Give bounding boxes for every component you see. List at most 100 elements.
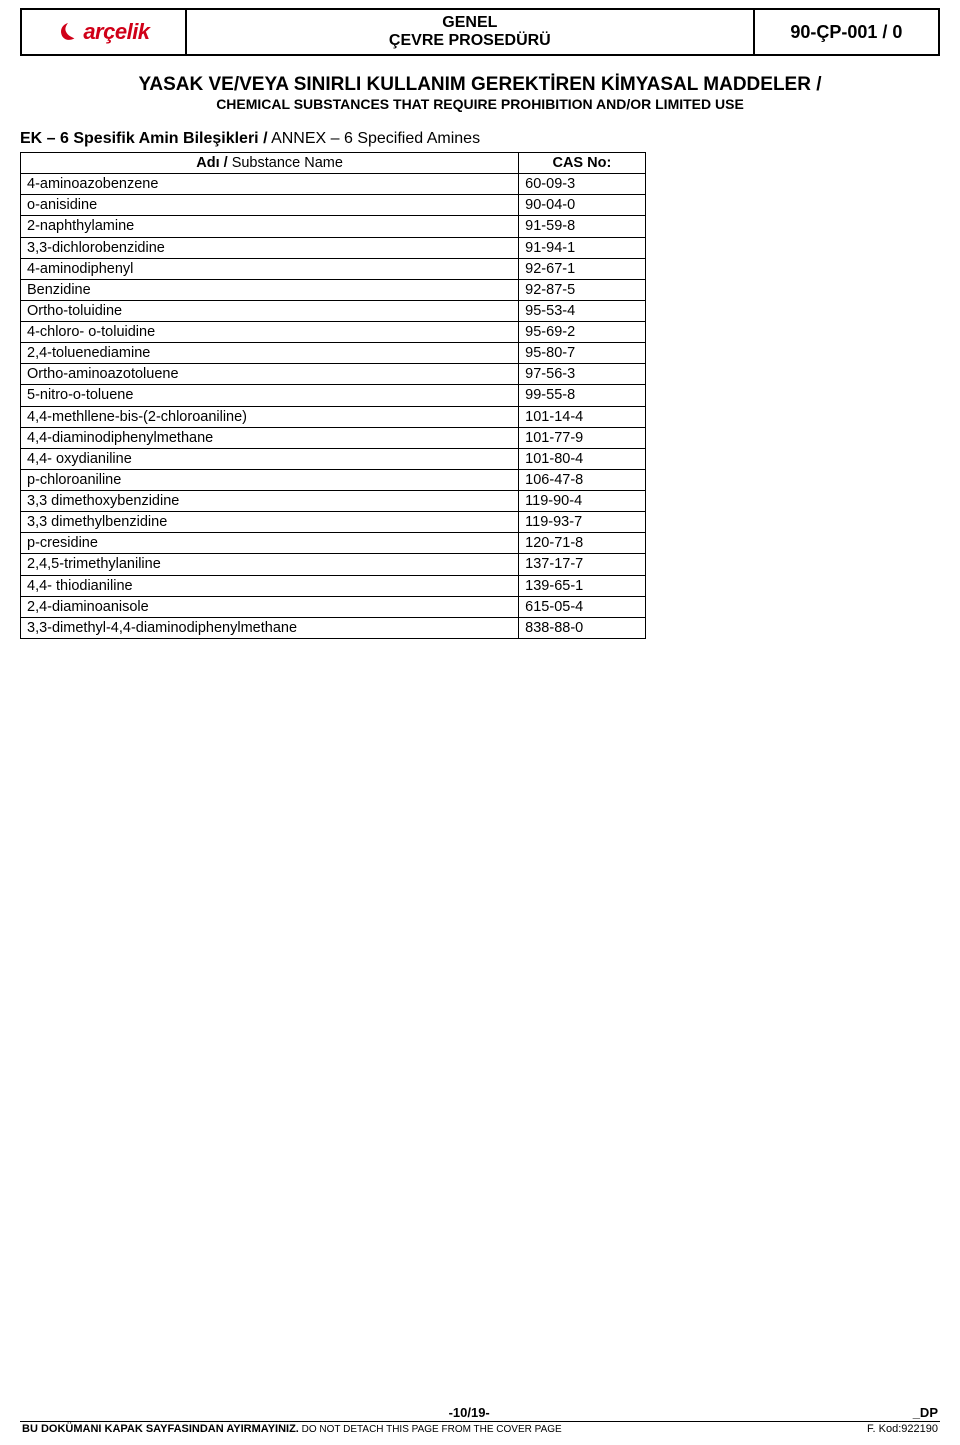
cell-substance-name: 2,4,5-trimethylaniline bbox=[21, 554, 519, 575]
cell-cas-no: 119-90-4 bbox=[519, 491, 645, 512]
cell-substance-name: 5-nitro-o-toluene bbox=[21, 385, 519, 406]
table-body: 4-aminoazobenzene60-09-3o-anisidine90-04… bbox=[21, 174, 646, 639]
table-row: p-cresidine120-71-8 bbox=[21, 533, 646, 554]
table-row: Benzidine92-87-5 bbox=[21, 279, 646, 300]
cell-cas-no: 120-71-8 bbox=[519, 533, 645, 554]
doc-number: 90-ÇP-001 / 0 bbox=[790, 22, 902, 43]
footer-warn-bold: BU DOKÜMANI KAPAK SAYFASINDAN AYIRMAYINI… bbox=[22, 1423, 299, 1435]
table-row: 5-nitro-o-toluene99-55-8 bbox=[21, 385, 646, 406]
cell-substance-name: 4-chloro- o-toluidine bbox=[21, 322, 519, 343]
table-row: 3,3-dichlorobenzidine91-94-1 bbox=[21, 237, 646, 258]
table-row: Ortho-toluidine95-53-4 bbox=[21, 300, 646, 321]
cell-substance-name: 2-naphthylamine bbox=[21, 216, 519, 237]
main-title: YASAK VE/VEYA SINIRLI KULLANIM GEREKTİRE… bbox=[20, 74, 940, 114]
table-row: 3,3-dimethyl-4,4-diaminodiphenylmethane8… bbox=[21, 617, 646, 638]
table-row: o-anisidine90-04-0 bbox=[21, 195, 646, 216]
cell-substance-name: 3,3-dichlorobenzidine bbox=[21, 237, 519, 258]
cell-substance-name: 4,4- oxydianiline bbox=[21, 448, 519, 469]
table-row: 2,4,5-trimethylaniline137-17-7 bbox=[21, 554, 646, 575]
cell-substance-name: Ortho-aminoazotoluene bbox=[21, 364, 519, 385]
table-row: 3,3 dimethoxybenzidine119-90-4 bbox=[21, 491, 646, 512]
cell-cas-no: 97-56-3 bbox=[519, 364, 645, 385]
cell-substance-name: 4-aminodiphenyl bbox=[21, 258, 519, 279]
cell-cas-no: 106-47-8 bbox=[519, 469, 645, 490]
cell-substance-name: 2,4-diaminoanisole bbox=[21, 596, 519, 617]
cell-cas-no: 137-17-7 bbox=[519, 554, 645, 575]
table-row: 4-aminodiphenyl92-67-1 bbox=[21, 258, 646, 279]
brand-logo: arçelik bbox=[57, 19, 149, 45]
title-tr: YASAK VE/VEYA SINIRLI KULLANIM GEREKTİRE… bbox=[138, 74, 810, 95]
table-row: 3,3 dimethylbenzidine119-93-7 bbox=[21, 512, 646, 533]
header-logo-cell: arçelik bbox=[22, 10, 187, 54]
header-docno-cell: 90-ÇP-001 / 0 bbox=[755, 10, 938, 54]
cell-cas-no: 838-88-0 bbox=[519, 617, 645, 638]
table-row: Ortho-aminoazotoluene97-56-3 bbox=[21, 364, 646, 385]
cell-substance-name: 2,4-toluenediamine bbox=[21, 343, 519, 364]
footer-dp: _DP bbox=[913, 1405, 938, 1420]
col-cas-header: CAS No: bbox=[519, 153, 645, 174]
footer-warn-light: DO NOT DETACH THIS PAGE FROM THE COVER P… bbox=[299, 1424, 562, 1435]
footer-warning: BU DOKÜMANI KAPAK SAYFASINDAN AYIRMAYINI… bbox=[22, 1423, 562, 1435]
cell-cas-no: 99-55-8 bbox=[519, 385, 645, 406]
table-row: 4,4- oxydianiline101-80-4 bbox=[21, 448, 646, 469]
cell-substance-name: 3,3 dimethylbenzidine bbox=[21, 512, 519, 533]
cell-cas-no: 95-69-2 bbox=[519, 322, 645, 343]
cell-substance-name: p-chloroaniline bbox=[21, 469, 519, 490]
cell-cas-no: 101-77-9 bbox=[519, 427, 645, 448]
cell-substance-name: p-cresidine bbox=[21, 533, 519, 554]
annex-suffix: ANNEX – 6 Specified Amines bbox=[268, 130, 481, 147]
cell-substance-name: Benzidine bbox=[21, 279, 519, 300]
cell-cas-no: 92-67-1 bbox=[519, 258, 645, 279]
cell-cas-no: 91-94-1 bbox=[519, 237, 645, 258]
footer-top-row: -10/19- _DP bbox=[20, 1405, 940, 1422]
cell-cas-no: 615-05-4 bbox=[519, 596, 645, 617]
annex-heading: EK – 6 Spesifik Amin Bileşikleri / ANNEX… bbox=[20, 130, 940, 148]
cell-substance-name: 4,4-diaminodiphenylmethane bbox=[21, 427, 519, 448]
page-header: arçelik GENEL ÇEVRE PROSEDÜRÜ 90-ÇP-001 … bbox=[20, 8, 940, 56]
cell-substance-name: 3,3 dimethoxybenzidine bbox=[21, 491, 519, 512]
cell-cas-no: 101-80-4 bbox=[519, 448, 645, 469]
cell-cas-no: 92-87-5 bbox=[519, 279, 645, 300]
header-title-line1: GENEL bbox=[442, 14, 497, 32]
cell-cas-no: 60-09-3 bbox=[519, 174, 645, 195]
cell-substance-name: 4,4-methllene-bis-(2-chloroaniline) bbox=[21, 406, 519, 427]
title-en: CHEMICAL SUBSTANCES THAT REQUIRE PROHIBI… bbox=[216, 96, 744, 112]
table-row: 4,4-diaminodiphenylmethane101-77-9 bbox=[21, 427, 646, 448]
amines-table: Adı / Substance Name CAS No: 4-aminoazob… bbox=[20, 152, 646, 639]
title-slash: / bbox=[811, 74, 822, 95]
page-footer: -10/19- _DP BU DOKÜMANI KAPAK SAYFASINDA… bbox=[20, 1405, 940, 1435]
col-name-light: Substance Name bbox=[232, 155, 343, 171]
table-header-row: Adı / Substance Name CAS No: bbox=[21, 153, 646, 174]
table-row: 4,4- thiodianiline139-65-1 bbox=[21, 575, 646, 596]
cell-cas-no: 90-04-0 bbox=[519, 195, 645, 216]
cell-cas-no: 95-80-7 bbox=[519, 343, 645, 364]
cell-cas-no: 91-59-8 bbox=[519, 216, 645, 237]
page-number: -10/19- bbox=[449, 1405, 490, 1420]
table-row: p-chloroaniline106-47-8 bbox=[21, 469, 646, 490]
cell-cas-no: 101-14-4 bbox=[519, 406, 645, 427]
brand-name: arçelik bbox=[83, 19, 149, 45]
table-row: 4,4-methllene-bis-(2-chloroaniline)101-1… bbox=[21, 406, 646, 427]
table-row: 2-naphthylamine91-59-8 bbox=[21, 216, 646, 237]
cell-substance-name: Ortho-toluidine bbox=[21, 300, 519, 321]
brand-leaf-icon bbox=[57, 21, 79, 43]
header-title-cell: GENEL ÇEVRE PROSEDÜRÜ bbox=[187, 10, 755, 54]
cell-cas-no: 95-53-4 bbox=[519, 300, 645, 321]
cell-substance-name: 4-aminoazobenzene bbox=[21, 174, 519, 195]
col-name-bold: Adı / bbox=[196, 155, 231, 171]
table-row: 2,4-diaminoanisole615-05-4 bbox=[21, 596, 646, 617]
cell-cas-no: 119-93-7 bbox=[519, 512, 645, 533]
col-name-header: Adı / Substance Name bbox=[21, 153, 519, 174]
cell-substance-name: o-anisidine bbox=[21, 195, 519, 216]
header-title-line2: ÇEVRE PROSEDÜRÜ bbox=[389, 32, 551, 50]
table-row: 4-aminoazobenzene60-09-3 bbox=[21, 174, 646, 195]
table-row: 2,4-toluenediamine95-80-7 bbox=[21, 343, 646, 364]
footer-code: F. Kod:922190 bbox=[867, 1423, 938, 1435]
annex-prefix: EK – 6 Spesifik Amin Bileşikleri / bbox=[20, 130, 268, 147]
footer-spacer bbox=[22, 1405, 26, 1420]
cell-substance-name: 4,4- thiodianiline bbox=[21, 575, 519, 596]
footer-bottom-row: BU DOKÜMANI KAPAK SAYFASINDAN AYIRMAYINI… bbox=[20, 1422, 940, 1435]
table-row: 4-chloro- o-toluidine95-69-2 bbox=[21, 322, 646, 343]
cell-cas-no: 139-65-1 bbox=[519, 575, 645, 596]
cell-substance-name: 3,3-dimethyl-4,4-diaminodiphenylmethane bbox=[21, 617, 519, 638]
